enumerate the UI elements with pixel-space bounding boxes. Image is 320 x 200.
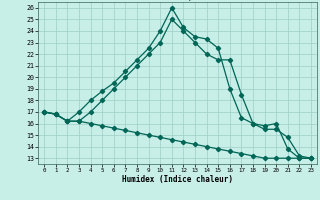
X-axis label: Humidex (Indice chaleur): Humidex (Indice chaleur)	[122, 175, 233, 184]
Title: Courbe de l'humidex pour Albemarle: Courbe de l'humidex pour Albemarle	[107, 0, 248, 1]
